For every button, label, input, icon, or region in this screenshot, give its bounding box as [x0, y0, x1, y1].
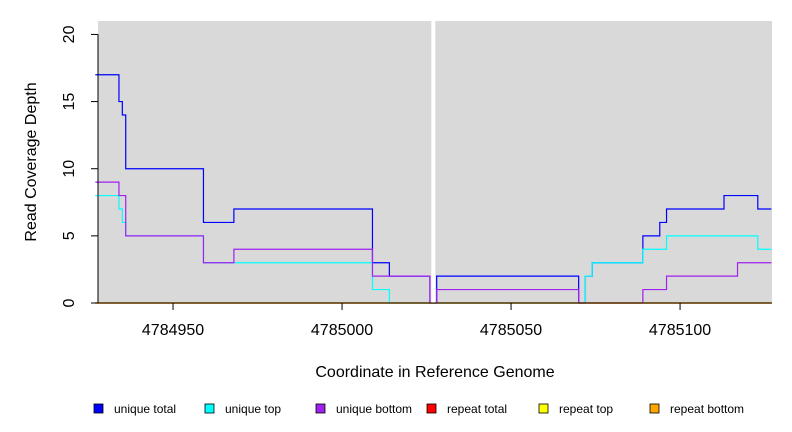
- legend-swatch: [649, 403, 660, 414]
- legend-label: repeat bottom: [670, 402, 744, 416]
- legend: unique total unique top unique bottom repea…: [93, 402, 744, 416]
- gap-marker: [431, 21, 436, 303]
- x-tick-label: 4785050: [480, 322, 542, 339]
- legend-swatch: [538, 403, 549, 414]
- series-line-unique-bottom: [95, 181, 772, 304]
- legend-swatch: [204, 403, 215, 414]
- x-axis-title: Coordinate in Reference Genome: [315, 364, 554, 381]
- y-tick-label: 5: [61, 231, 78, 240]
- y-tick-label: 15: [61, 93, 78, 111]
- legend-label: unique bottom: [336, 402, 412, 416]
- legend-label: unique top: [225, 402, 281, 416]
- legend-label: repeat total: [447, 402, 507, 416]
- x-tick-label: 4785000: [311, 322, 373, 339]
- y-tick-label: 10: [61, 160, 78, 178]
- legend-label: unique total: [114, 402, 176, 416]
- x-tick-label: 4785100: [649, 322, 711, 339]
- x-tick-label: 4784950: [142, 322, 204, 339]
- y-tick-label: 0: [61, 298, 78, 307]
- y-tick-label: 20: [61, 25, 78, 43]
- legend-label: repeat top: [559, 402, 613, 416]
- y-axis-title: Read Coverage Depth: [23, 82, 40, 241]
- series-line-unique-top: [95, 194, 772, 304]
- legend-swatch: [426, 403, 437, 414]
- legend-swatch: [93, 403, 104, 414]
- legend-swatch: [315, 403, 326, 414]
